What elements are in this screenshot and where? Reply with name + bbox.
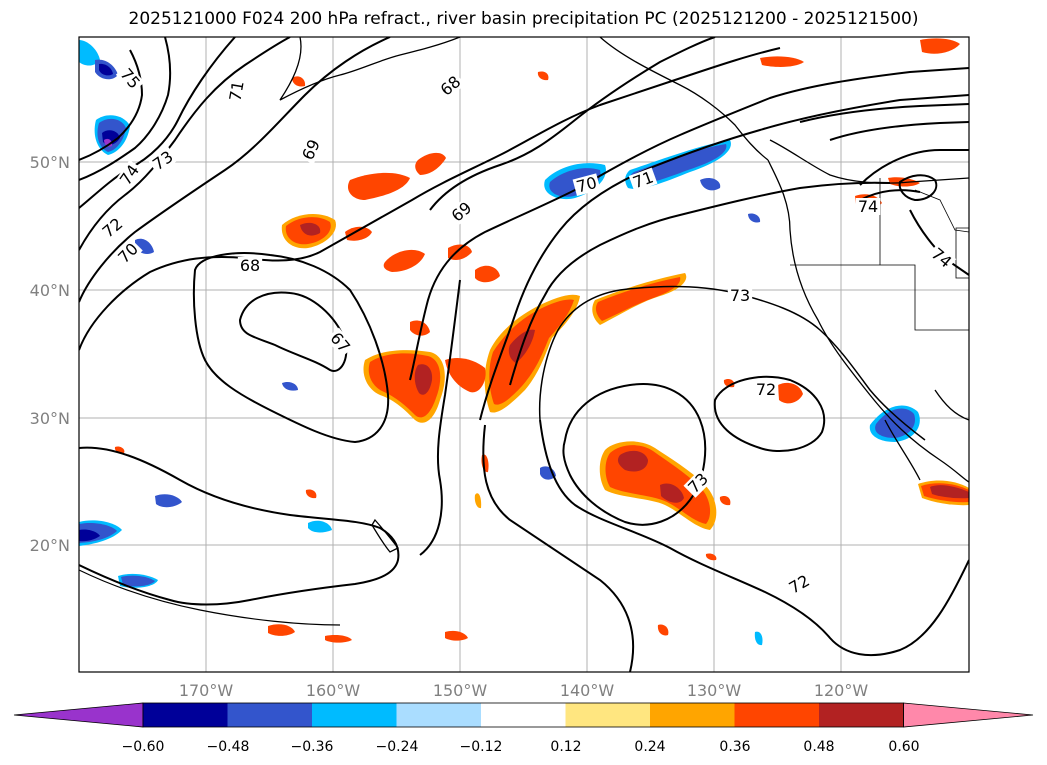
colorbar-segment — [312, 703, 397, 727]
contour-label-background — [435, 71, 466, 101]
contour-label-background — [683, 468, 713, 498]
colorbar-tick: 0.12 — [550, 739, 581, 755]
colorbar-segment — [481, 703, 566, 727]
colorbar-segment — [650, 703, 735, 727]
colorbar-tick: −0.24 — [376, 739, 419, 755]
lon-label-120w: 120°W — [814, 681, 869, 700]
colorbar-segment — [819, 703, 904, 727]
colorbar-segment — [565, 703, 651, 727]
contour-label-74-far-east: 74 — [926, 243, 957, 273]
contour-label-background — [855, 198, 881, 215]
colorbar-tick: 0.60 — [888, 739, 919, 755]
map-frame — [78, 36, 970, 673]
svg-text:70: 70 — [574, 173, 599, 197]
svg-text:72: 72 — [786, 571, 813, 598]
coastlines — [279, 37, 969, 553]
contour-label-70-east: 70 — [572, 173, 601, 197]
svg-text:74: 74 — [116, 161, 143, 189]
lon-label-160w: 160°W — [306, 681, 361, 700]
colorbar-tick: −0.12 — [460, 739, 503, 755]
latitude-axis: 50°N 40°N 30°N 20°N — [30, 153, 70, 555]
contour-label-71: 71 — [225, 77, 248, 105]
colorbar-tick: 0.48 — [803, 739, 834, 755]
svg-text:72: 72 — [99, 214, 127, 242]
lon-label-150w: 150°W — [433, 681, 488, 700]
colorbar-tick: 0.24 — [634, 739, 665, 755]
contour-label-69-north: 69 — [298, 135, 324, 165]
lon-label-170w: 170°W — [179, 681, 234, 700]
colorbar-segment — [734, 703, 820, 727]
contour-label-background — [97, 213, 128, 243]
svg-text:73: 73 — [730, 286, 750, 305]
contour-label-67: 67 — [325, 327, 355, 358]
colorbar-tick: 0.36 — [719, 739, 750, 755]
svg-text:74: 74 — [928, 244, 956, 272]
svg-text:75: 75 — [116, 65, 144, 93]
colorbar-ticks: −0.60 −0.48 −0.36 −0.24 −0.12 0.12 0.24 … — [122, 739, 920, 755]
contour-label-background — [226, 77, 248, 105]
contour-label-background — [237, 257, 263, 274]
contour-label-background — [115, 159, 144, 190]
contour-label-background — [115, 63, 145, 94]
colorbar-segments — [13, 702, 1034, 728]
colorbar-extend-max — [903, 702, 1034, 728]
longitude-axis: 170°W 160°W 150°W 140°W 130°W 120°W — [179, 681, 869, 700]
contour-label-background — [753, 381, 779, 398]
map-title: 2025121000 F024 200 hPa refract., river … — [128, 9, 919, 29]
contour-label-69-center: 69 — [446, 197, 477, 227]
colorbar-segment — [143, 703, 228, 727]
lat-label-40n: 40°N — [30, 281, 70, 300]
contour-label-73-west: 73 — [147, 146, 178, 175]
contour-label-background — [446, 197, 477, 227]
svg-text:69: 69 — [448, 198, 476, 226]
contour-label-background — [926, 243, 957, 273]
lat-label-20n: 20°N — [30, 536, 70, 555]
contour-label-background — [298, 135, 324, 165]
lon-label-140w: 140°W — [560, 681, 615, 700]
svg-text:72: 72 — [756, 380, 776, 399]
svg-text:69: 69 — [298, 136, 324, 162]
contour-label-background — [727, 287, 753, 304]
contour-label-background — [572, 173, 601, 197]
svg-text:74: 74 — [858, 197, 878, 216]
contour-label-72-south: 72 — [784, 570, 815, 598]
contour-label-73-east: 73 — [727, 286, 753, 305]
colorbar-segment — [396, 703, 482, 727]
contour-label-74-west: 74 — [115, 159, 144, 190]
contour-label-background — [628, 167, 658, 192]
lon-label-130w: 130°W — [687, 681, 742, 700]
colorbar: −0.60 −0.48 −0.36 −0.24 −0.12 0.12 0.24 … — [13, 702, 1034, 755]
colorbar-tick: −0.48 — [207, 739, 250, 755]
svg-text:67: 67 — [326, 329, 354, 357]
svg-text:71: 71 — [225, 79, 247, 102]
colorbar-extend-min — [13, 702, 144, 728]
contour-label-75: 75 — [115, 63, 145, 94]
colorbar-outline — [142, 702, 904, 728]
contour-label-background — [113, 238, 143, 268]
contour-label-74-east: 74 — [855, 197, 881, 216]
contour-label-background — [147, 146, 178, 175]
lat-label-50n: 50°N — [30, 153, 70, 172]
lat-label-30n: 30°N — [30, 409, 70, 428]
contour-label-68-north: 68 — [435, 71, 466, 101]
svg-text:68: 68 — [240, 256, 260, 275]
contour-label-background — [784, 570, 815, 598]
contour-label-68-center: 68 — [237, 256, 263, 275]
contour-label-background — [325, 327, 355, 358]
colorbar-tick: −0.36 — [291, 739, 334, 755]
colorbar-tick: −0.60 — [122, 739, 165, 755]
contour-label-72-east: 72 — [753, 380, 779, 399]
colorbar-segment — [227, 703, 313, 727]
map-area: 75 71 68 69 74 73 72 70 68 67 69 70 71 7… — [79, 37, 969, 672]
